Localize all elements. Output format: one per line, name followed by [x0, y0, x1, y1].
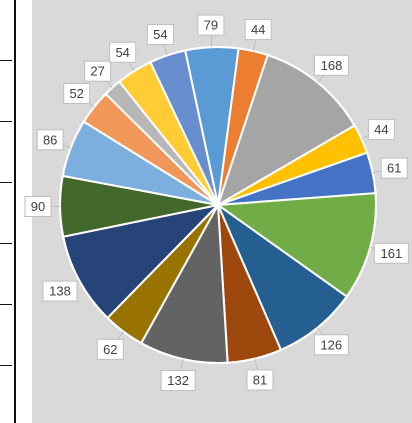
data-label: 44 [251, 22, 265, 37]
data-label: 161 [381, 246, 403, 261]
data-label-box [96, 338, 124, 360]
data-label: 62 [103, 342, 117, 357]
table-rule [0, 365, 12, 366]
data-label-box [197, 14, 225, 36]
data-label: 126 [320, 337, 342, 352]
data-label-box [109, 41, 137, 63]
data-label: 54 [153, 27, 167, 42]
data-label: 44 [374, 122, 388, 137]
data-label: 79 [204, 18, 218, 33]
data-label-box [63, 83, 91, 104]
data-label-box [246, 369, 274, 391]
data-label-box [244, 19, 272, 41]
data-label-box [314, 54, 349, 76]
table-rule [0, 243, 12, 244]
table-rule [0, 60, 12, 61]
data-label: 168 [321, 58, 343, 73]
data-label: 27 [90, 64, 104, 79]
pie-outline [59, 46, 377, 364]
adjacent-table-edge [0, 0, 16, 423]
data-label-box [146, 24, 174, 45]
data-label: 52 [69, 86, 83, 101]
data-label-box [36, 129, 64, 151]
data-label: 90 [31, 199, 45, 214]
data-label-box [42, 280, 78, 302]
table-rule [0, 121, 12, 122]
table-rule [0, 182, 12, 183]
data-label-box [160, 370, 196, 391]
data-label-box [367, 119, 395, 141]
data-labels: 79 44 168 44 61 161 126 81 132 62 138 90 86 52 27 54 54 [24, 14, 409, 391]
data-label-box [380, 157, 408, 179]
pie-slices [59, 46, 377, 365]
data-label-box [84, 60, 112, 82]
table-rule [0, 304, 12, 305]
data-label: 61 [387, 161, 401, 176]
data-label: 86 [43, 132, 57, 147]
data-label-box [373, 242, 409, 264]
data-label: 138 [49, 284, 71, 299]
data-label: 54 [115, 45, 129, 60]
data-label-box [313, 334, 349, 356]
data-label-box [24, 196, 52, 217]
data-label: 81 [253, 373, 267, 388]
data-label: 132 [167, 373, 189, 388]
